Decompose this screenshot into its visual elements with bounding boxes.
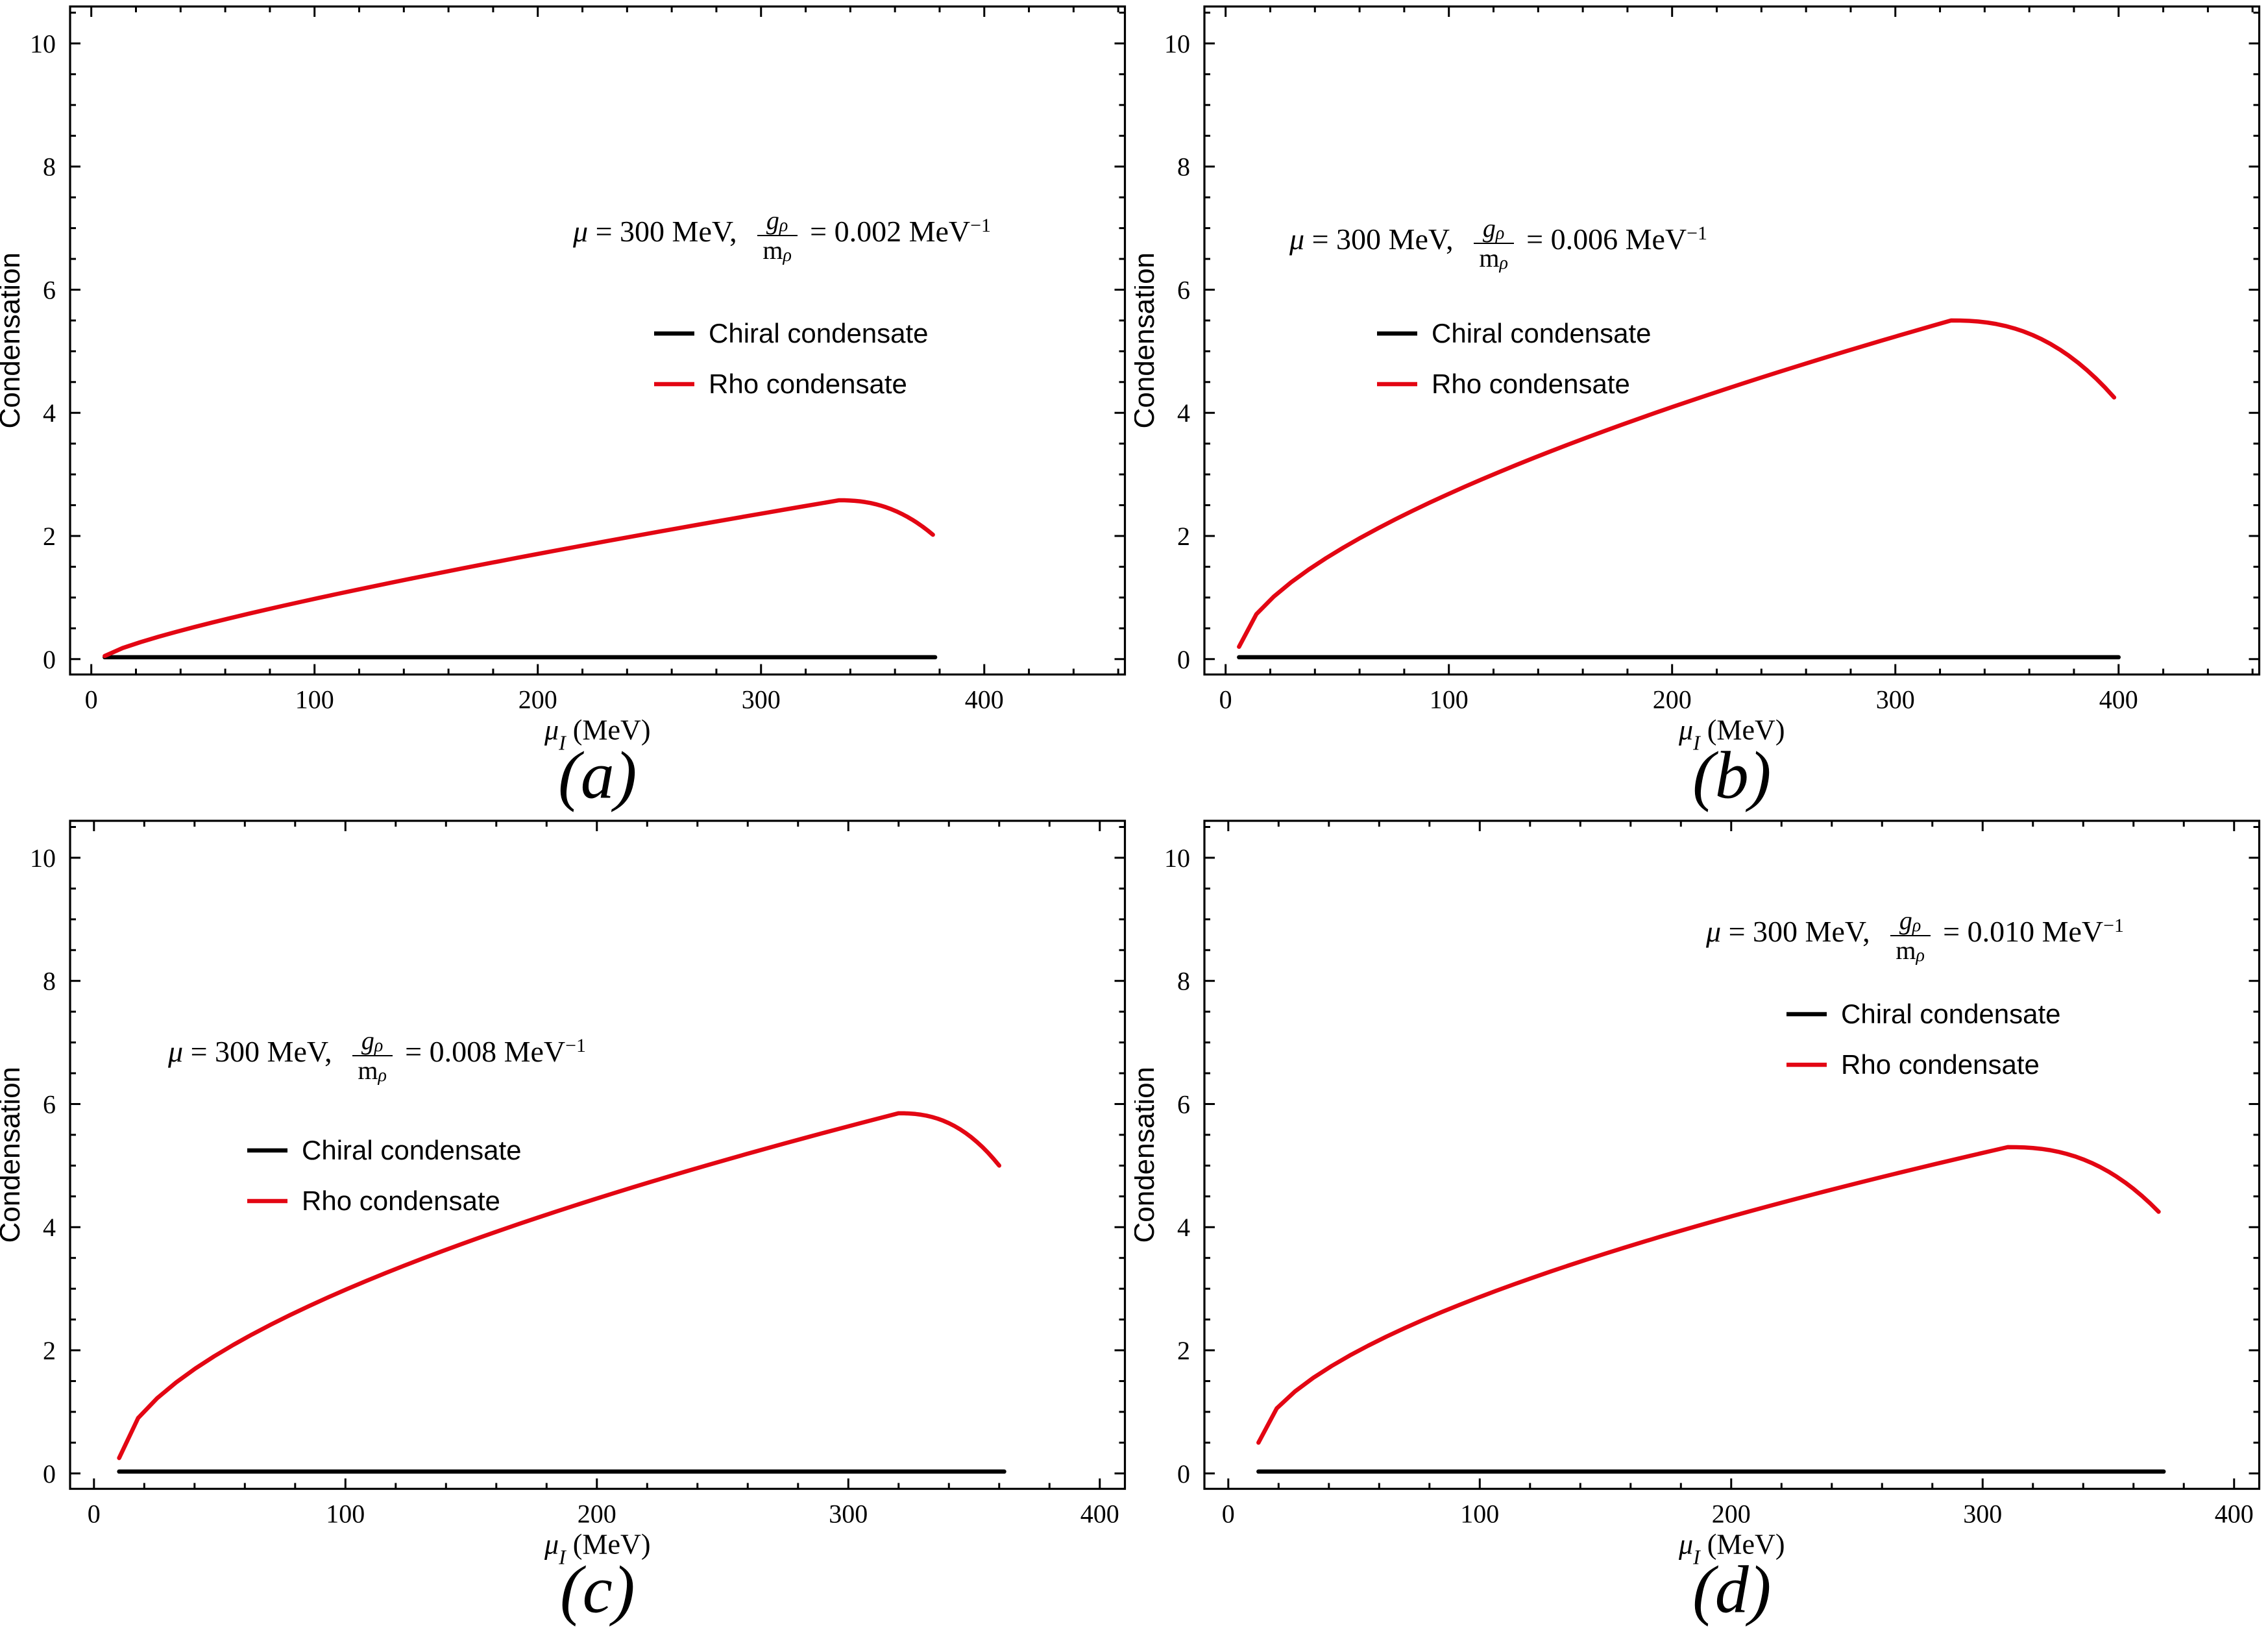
- svg-text:400: 400: [2214, 1499, 2253, 1528]
- svg-text:2: 2: [1177, 1336, 1190, 1365]
- svg-text:2: 2: [1177, 522, 1190, 551]
- svg-text:200: 200: [1652, 685, 1691, 714]
- svg-text:200: 200: [578, 1499, 616, 1528]
- svg-text:6: 6: [1177, 1089, 1190, 1119]
- svg-text:Condensation: Condensation: [0, 1066, 26, 1243]
- svg-text:0: 0: [1219, 685, 1232, 714]
- svg-text:4: 4: [43, 1213, 56, 1242]
- svg-text:2: 2: [43, 1336, 56, 1365]
- svg-text:100: 100: [295, 685, 334, 714]
- svg-text:300: 300: [1963, 1499, 2002, 1528]
- svg-text:4: 4: [1177, 398, 1190, 428]
- svg-text:0: 0: [43, 1459, 56, 1488]
- svg-text:10: 10: [1164, 29, 1190, 58]
- svg-text:0: 0: [85, 685, 98, 714]
- svg-text:300: 300: [1875, 685, 1914, 714]
- svg-text:8: 8: [1177, 152, 1190, 182]
- svg-text:0: 0: [1221, 1499, 1234, 1528]
- svg-text:4: 4: [43, 398, 56, 428]
- svg-text:10: 10: [30, 29, 56, 58]
- svg-text:Chiral condensate: Chiral condensate: [709, 318, 929, 348]
- svg-text:100: 100: [1429, 685, 1468, 714]
- svg-text:0: 0: [88, 1499, 101, 1528]
- svg-text:300: 300: [742, 685, 781, 714]
- svg-text:Rho condensate: Rho condensate: [302, 1185, 500, 1216]
- svg-text:10: 10: [30, 843, 56, 872]
- svg-text:0: 0: [1177, 645, 1190, 674]
- svg-text:10: 10: [1164, 843, 1190, 872]
- svg-text:400: 400: [1080, 1499, 1119, 1528]
- svg-text:(b): (b): [1692, 738, 1771, 813]
- svg-text:Condensation: Condensation: [1134, 252, 1160, 429]
- svg-text:Chiral condensate: Chiral condensate: [1841, 999, 2061, 1029]
- svg-text:200: 200: [1711, 1499, 1750, 1528]
- svg-text:6: 6: [1177, 275, 1190, 304]
- svg-text:Rho condensate: Rho condensate: [1841, 1049, 2040, 1080]
- svg-text:Condensation: Condensation: [1134, 1066, 1160, 1243]
- svg-text:(d): (d): [1692, 1552, 1771, 1627]
- svg-text:0: 0: [1177, 1459, 1190, 1488]
- svg-text:0: 0: [43, 645, 56, 674]
- svg-text:8: 8: [1177, 966, 1190, 995]
- svg-text:Rho condensate: Rho condensate: [709, 369, 907, 399]
- svg-text:6: 6: [43, 1089, 56, 1119]
- svg-text:(c): (c): [560, 1552, 635, 1627]
- svg-text:2: 2: [43, 522, 56, 551]
- svg-text:400: 400: [2099, 685, 2138, 714]
- svg-text:100: 100: [1460, 1499, 1499, 1528]
- svg-text:4: 4: [1177, 1213, 1190, 1242]
- svg-text:8: 8: [43, 152, 56, 182]
- svg-text:Condensation: Condensation: [0, 252, 26, 429]
- svg-text:400: 400: [965, 685, 1004, 714]
- svg-text:Rho condensate: Rho condensate: [1432, 369, 1630, 399]
- svg-text:300: 300: [829, 1499, 868, 1528]
- svg-text:6: 6: [43, 275, 56, 304]
- svg-text:Chiral condensate: Chiral condensate: [302, 1135, 522, 1165]
- svg-text:200: 200: [518, 685, 557, 714]
- svg-text:(a): (a): [558, 738, 637, 813]
- svg-text:8: 8: [43, 966, 56, 995]
- svg-text:Chiral condensate: Chiral condensate: [1432, 318, 1652, 348]
- svg-text:100: 100: [326, 1499, 365, 1528]
